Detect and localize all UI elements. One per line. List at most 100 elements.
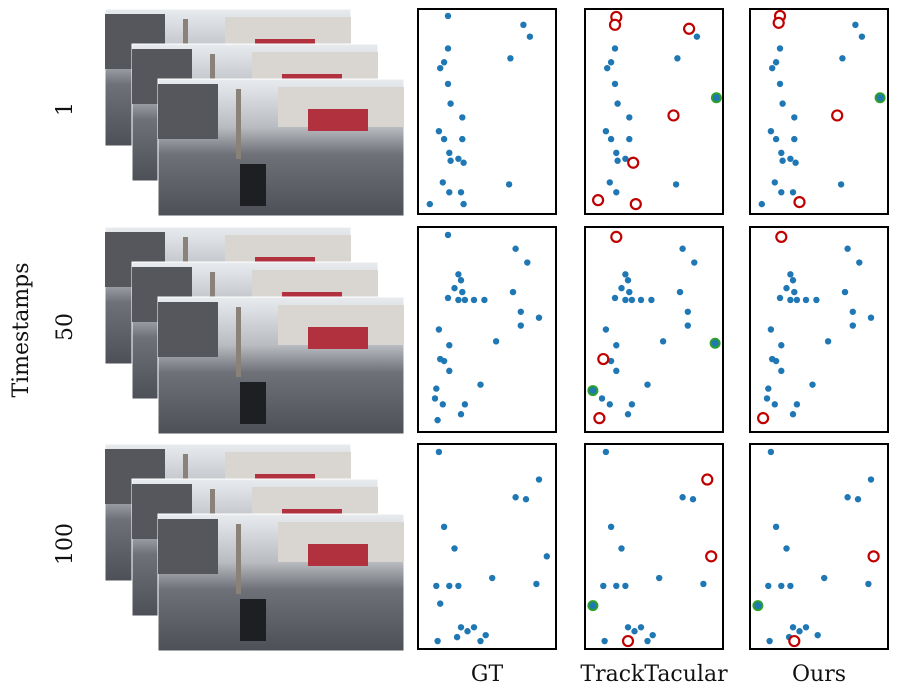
point [622,296,629,304]
point [614,100,621,107]
point [624,277,632,284]
error-point [793,196,806,209]
point [470,296,478,304]
point [517,322,524,329]
bin [240,164,266,206]
point [446,582,453,590]
point [841,288,849,296]
edge-point [874,92,886,104]
point [867,314,875,321]
point [852,21,859,29]
point [814,631,821,639]
point [693,33,701,40]
point [455,155,462,162]
point [700,580,707,588]
point [451,284,458,292]
point [626,114,633,121]
point [446,367,453,375]
point [858,33,866,40]
point [607,59,615,66]
point [789,411,797,418]
point [459,135,466,143]
point [613,149,620,157]
point [526,33,534,40]
panel [417,443,557,650]
wall-red [308,109,368,131]
frame-image [157,513,405,652]
panel [417,8,557,215]
point [461,401,469,408]
point [444,231,452,239]
point [684,308,691,315]
point [789,189,797,196]
point [674,55,681,62]
point [446,149,453,157]
error-point [831,109,844,122]
point [524,259,531,266]
point [520,21,527,29]
point [648,296,655,304]
point [459,114,466,121]
point [765,385,772,392]
point [766,637,773,645]
point [431,395,439,402]
point [769,64,776,72]
point [437,64,444,72]
point [626,288,633,296]
point [783,284,790,292]
point [611,294,619,302]
point [460,159,467,166]
point [767,326,775,333]
point [793,296,801,304]
error-point [682,22,696,35]
point [482,631,489,639]
point [607,523,615,530]
point [611,80,619,88]
point [844,245,851,252]
point [787,271,794,278]
point [772,59,780,66]
point [522,496,530,503]
point [628,296,636,304]
row-label: 1 [53,102,78,116]
point [439,401,446,408]
error-point [701,473,714,486]
point [776,80,784,88]
point [453,633,461,641]
point [444,80,452,88]
building-dark [158,302,218,357]
point [771,401,778,408]
point [455,582,462,590]
point [602,448,610,456]
point [765,582,772,590]
point [778,367,785,375]
building-dark [158,84,218,139]
error-point [591,194,605,207]
point [613,367,620,375]
point [604,64,611,72]
point [691,259,698,266]
point [676,288,684,296]
point [849,308,856,315]
error-point [593,412,606,425]
point [434,416,441,424]
point [778,189,785,196]
wall-red [308,327,368,349]
point [672,181,680,188]
column-label: GT [471,662,504,687]
frame-image [157,78,405,217]
point [517,308,524,315]
edge-point [587,385,599,397]
edge-point [709,337,721,349]
point [505,181,513,188]
point [628,401,636,408]
point [791,114,798,121]
edge-point [752,600,764,612]
point [778,149,785,157]
point [435,128,443,135]
point [444,294,452,302]
point [783,545,790,552]
y-label: Timestamps [9,262,34,397]
panel [584,8,724,215]
point [772,135,780,143]
